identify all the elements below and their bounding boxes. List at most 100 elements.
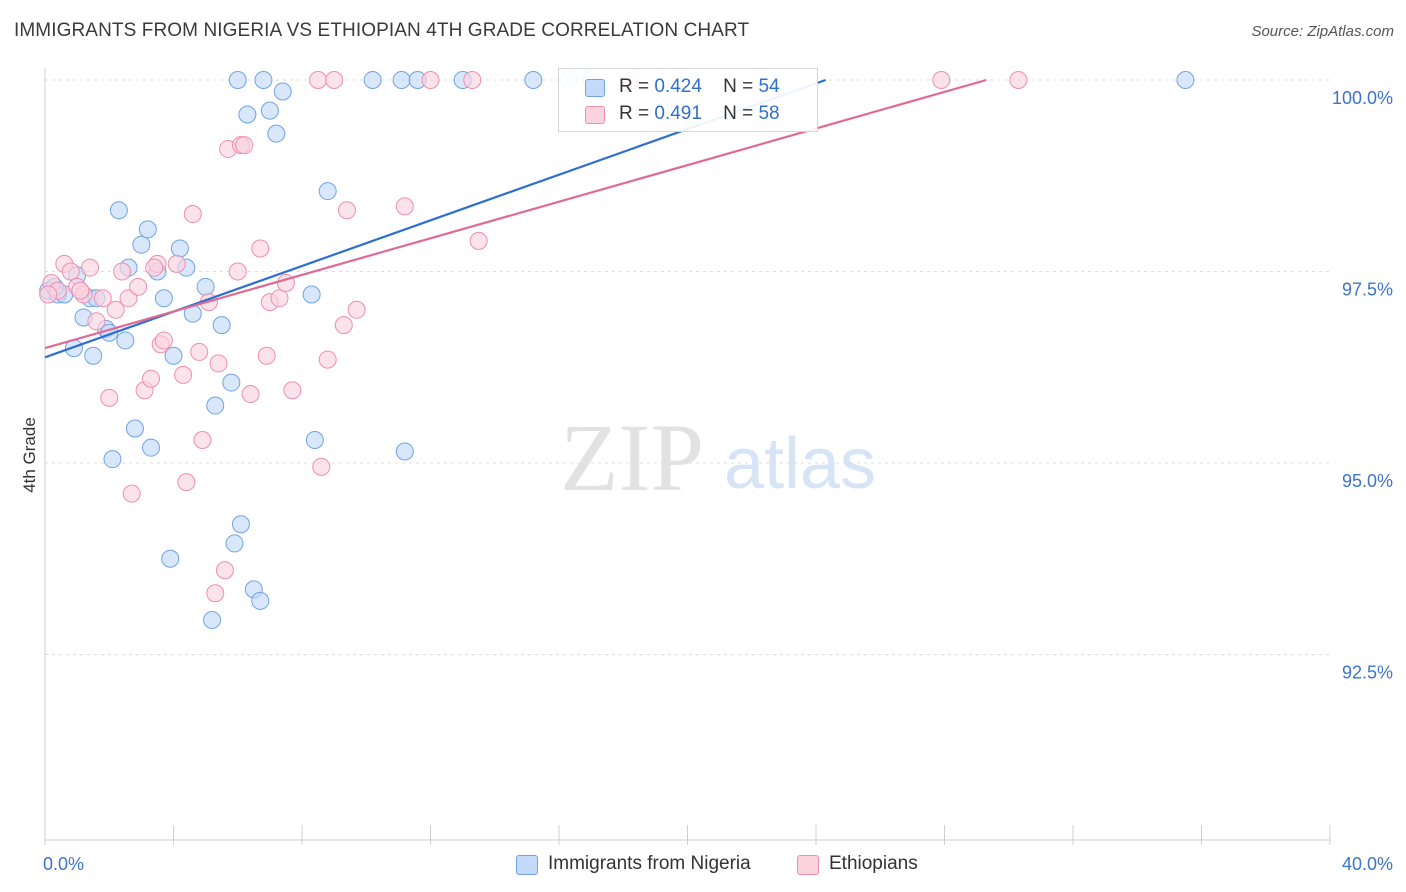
ethiopians-point [206, 584, 225, 603]
x-tick-label: 0.0% [43, 854, 84, 874]
y-tick-label: 95.0% [1342, 471, 1393, 491]
ethiopians-point [469, 231, 488, 250]
ethiopians-point [283, 381, 302, 400]
ethiopians-point [122, 484, 141, 503]
nigeria-point [302, 285, 321, 304]
nigeria-point [84, 346, 103, 365]
nigeria-point [231, 515, 250, 534]
ethiopians-point [80, 258, 99, 277]
legend-n-value-nigeria: 54 [758, 76, 780, 97]
points-layer [39, 71, 1195, 630]
ethiopians-point [154, 331, 173, 350]
ethiopians-point [318, 350, 337, 369]
ethiopians-point [215, 561, 234, 580]
ethiopians-point [190, 342, 209, 361]
nigeria-point [164, 346, 183, 365]
y-tick-label: 97.5% [1342, 280, 1393, 300]
axis-layer [44, 68, 1331, 845]
nigeria-point [225, 534, 244, 553]
y-tick-label: 100.0% [1332, 88, 1393, 108]
ethiopians-point [106, 300, 125, 319]
ethiopians-point [177, 473, 196, 492]
nigeria-point [305, 431, 324, 450]
ethiopians-point [932, 71, 951, 89]
nigeria-point [132, 235, 151, 254]
ethiopians-point [61, 262, 80, 281]
ethiopians-point [113, 262, 132, 281]
legend-n-label: N = [723, 76, 754, 97]
watermark: ZIP atlas [560, 404, 876, 511]
bottom-legend-swatch-ethiopians [797, 855, 819, 875]
bottom-legend-label-ethiopians: Ethiopians [829, 853, 918, 874]
nigeria-point [212, 316, 231, 335]
ethiopians-point [119, 289, 138, 308]
legend-r-value-nigeria: 0.424 [654, 76, 702, 97]
ethiopians-point [193, 431, 212, 450]
nigeria-point [161, 549, 180, 568]
x-tick-label: 40.0% [1342, 854, 1393, 874]
chart-title: IMMIGRANTS FROM NIGERIA VS ETHIOPIAN 4TH… [14, 20, 750, 41]
bottom-legend-swatch-nigeria [516, 855, 538, 875]
ethiopians-point [87, 312, 106, 331]
ethiopians-point [183, 205, 202, 224]
ethiopians-point [463, 71, 482, 89]
legend-r-label: R = [619, 103, 650, 124]
ethiopians-point [93, 289, 112, 308]
nigeria-point [103, 450, 122, 469]
nigeria-point [142, 438, 161, 457]
correlation-legend: R = 0.424 N = 54 R = 0.491 N = 58 [558, 68, 818, 132]
ethiopians-point [174, 365, 193, 384]
nigeria-point [116, 331, 135, 350]
ethiopians-point [395, 197, 414, 216]
ethiopians-point [167, 254, 186, 273]
nigeria-point [251, 591, 270, 610]
nigeria-point [267, 124, 286, 143]
ethiopians-trend-line [44, 78, 987, 350]
nigeria-point [392, 71, 411, 89]
ethiopians-point [71, 281, 90, 300]
ethiopians-point [145, 258, 164, 277]
legend-r-value-ethiopians: 0.491 [654, 103, 702, 124]
ethiopians-point [251, 239, 270, 258]
ethiopians-point [142, 369, 161, 388]
ethiopians-point [334, 316, 353, 335]
nigeria-point [170, 239, 189, 258]
nigeria-point [395, 442, 414, 461]
ethiopians-point [209, 354, 228, 373]
nigeria-point [125, 419, 144, 438]
nigeria-point [196, 277, 215, 296]
ethiopians-point [347, 300, 366, 319]
legend-r-label: R = [619, 76, 650, 97]
ethiopians-point [39, 285, 58, 304]
legend-n-label: N = [723, 103, 754, 124]
nigeria-point [154, 289, 173, 308]
ethiopians-point [309, 71, 328, 89]
nigeria-point [109, 201, 128, 220]
y-tick-label: 92.5% [1342, 663, 1393, 683]
nigeria-point [273, 82, 292, 101]
nigeria-point [254, 71, 273, 89]
nigeria-point [524, 71, 543, 89]
ethiopians-point [257, 346, 276, 365]
legend-swatch-ethiopians [585, 106, 605, 124]
ethiopians-point [312, 457, 331, 476]
watermark-atlas: atlas [724, 424, 876, 504]
nigeria-point [363, 71, 382, 89]
legend-swatch-nigeria [585, 79, 605, 97]
tick-label-layer: 92.5% 95.0% 97.5% 100.0% 0.0% 40.0% [43, 88, 1393, 874]
nigeria-point [260, 101, 279, 120]
ethiopians-point [228, 262, 247, 281]
ethiopians-point [337, 201, 356, 220]
bottom-legend-label-nigeria: Immigrants from Nigeria [548, 853, 751, 874]
ethiopians-point [1009, 71, 1028, 89]
ethiopians-point [241, 385, 260, 404]
ethiopians-point [129, 277, 148, 296]
nigeria-point [1176, 71, 1195, 89]
nigeria-point [222, 373, 241, 392]
ethiopians-point [325, 71, 344, 89]
legend-n-value-ethiopians: 58 [758, 103, 780, 124]
watermark-zip: ZIP [560, 404, 704, 511]
source-label: Source: ZipAtlas.com [1251, 23, 1394, 40]
nigeria-point [203, 611, 222, 630]
